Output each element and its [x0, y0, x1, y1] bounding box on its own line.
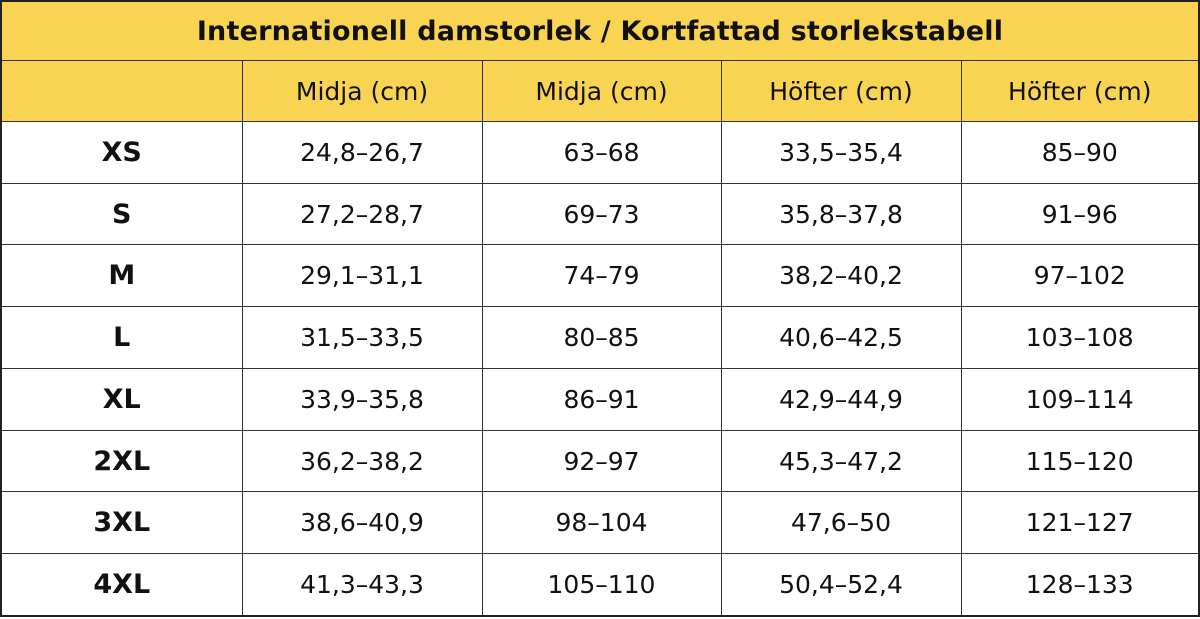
table-cell: 74–79 — [481, 244, 722, 308]
table-cell: 97–102 — [960, 244, 1200, 308]
table-row: 2XL 36,2–38,2 92–97 45,3–47,2 115–120 — [0, 429, 1200, 493]
size-label: XS — [0, 121, 243, 184]
table-row: 4XL 41,3–43,3 105–110 50,4–52,4 128–133 — [0, 553, 1200, 617]
table-cell: 92–97 — [481, 429, 722, 493]
table-cell: 38,6–40,9 — [241, 491, 483, 555]
table-cell: 91–96 — [960, 182, 1200, 246]
table-cell: 85–90 — [960, 121, 1200, 184]
table-cell: 121–127 — [960, 491, 1200, 555]
table-row: M 29,1–31,1 74–79 38,2–40,2 97–102 — [0, 244, 1200, 308]
table-cell: 27,2–28,7 — [241, 182, 483, 246]
table-row: L 31,5–33,5 80–85 40,6–42,5 103–108 — [0, 306, 1200, 369]
table-cell: 38,2–40,2 — [720, 244, 962, 308]
size-label: 2XL — [0, 429, 243, 493]
size-label: L — [0, 306, 243, 369]
table-cell: 31,5–33,5 — [241, 306, 483, 369]
table-cell: 42,9–44,9 — [720, 367, 962, 431]
header-cell-hips: Höfter (cm) — [720, 60, 962, 122]
size-label: M — [0, 244, 243, 308]
table-cell: 105–110 — [481, 553, 722, 617]
table-cell: 50,4–52,4 — [720, 553, 962, 617]
table-cell: 103–108 — [960, 306, 1200, 369]
header-cell-waist: Midja (cm) — [241, 60, 483, 122]
table-cell: 33,9–35,8 — [241, 367, 483, 431]
table-cell: 24,8–26,7 — [241, 121, 483, 184]
table-cell: 29,1–31,1 — [241, 244, 483, 308]
table-row: XS 24,8–26,7 63–68 33,5–35,4 85–90 — [0, 121, 1200, 184]
table-cell: 115–120 — [960, 429, 1200, 493]
header-cell-hips: Höfter (cm) — [960, 60, 1200, 122]
table-cell: 98–104 — [481, 491, 722, 555]
table-title: Internationell damstorlek / Kortfattad s… — [0, 0, 1200, 61]
size-label: XL — [0, 367, 243, 431]
table-cell: 41,3–43,3 — [241, 553, 483, 617]
table-cell: 35,8–37,8 — [720, 182, 962, 246]
table-cell: 45,3–47,2 — [720, 429, 962, 493]
table-cell: 69–73 — [481, 182, 722, 246]
table-cell: 86–91 — [481, 367, 722, 431]
table-cell: 36,2–38,2 — [241, 429, 483, 493]
table-row: XL 33,9–35,8 86–91 42,9–44,9 109–114 — [0, 367, 1200, 431]
size-label: 3XL — [0, 491, 243, 555]
header-cell-size — [0, 60, 243, 122]
table-cell: 40,6–42,5 — [720, 306, 962, 369]
table-row: 3XL 38,6–40,9 98–104 47,6–50 121–127 — [0, 491, 1200, 555]
header-cell-waist: Midja (cm) — [481, 60, 722, 122]
table-cell: 47,6–50 — [720, 491, 962, 555]
table-cell: 128–133 — [960, 553, 1200, 617]
size-label: 4XL — [0, 553, 243, 617]
size-label: S — [0, 182, 243, 246]
table-cell: 109–114 — [960, 367, 1200, 431]
title-row: Internationell damstorlek / Kortfattad s… — [0, 0, 1200, 61]
table-cell: 63–68 — [481, 121, 722, 184]
header-row: Midja (cm) Midja (cm) Höfter (cm) Höfter… — [0, 60, 1200, 122]
table-cell: 33,5–35,4 — [720, 121, 962, 184]
table-row: S 27,2–28,7 69–73 35,8–37,8 91–96 — [0, 182, 1200, 246]
table-cell: 80–85 — [481, 306, 722, 369]
